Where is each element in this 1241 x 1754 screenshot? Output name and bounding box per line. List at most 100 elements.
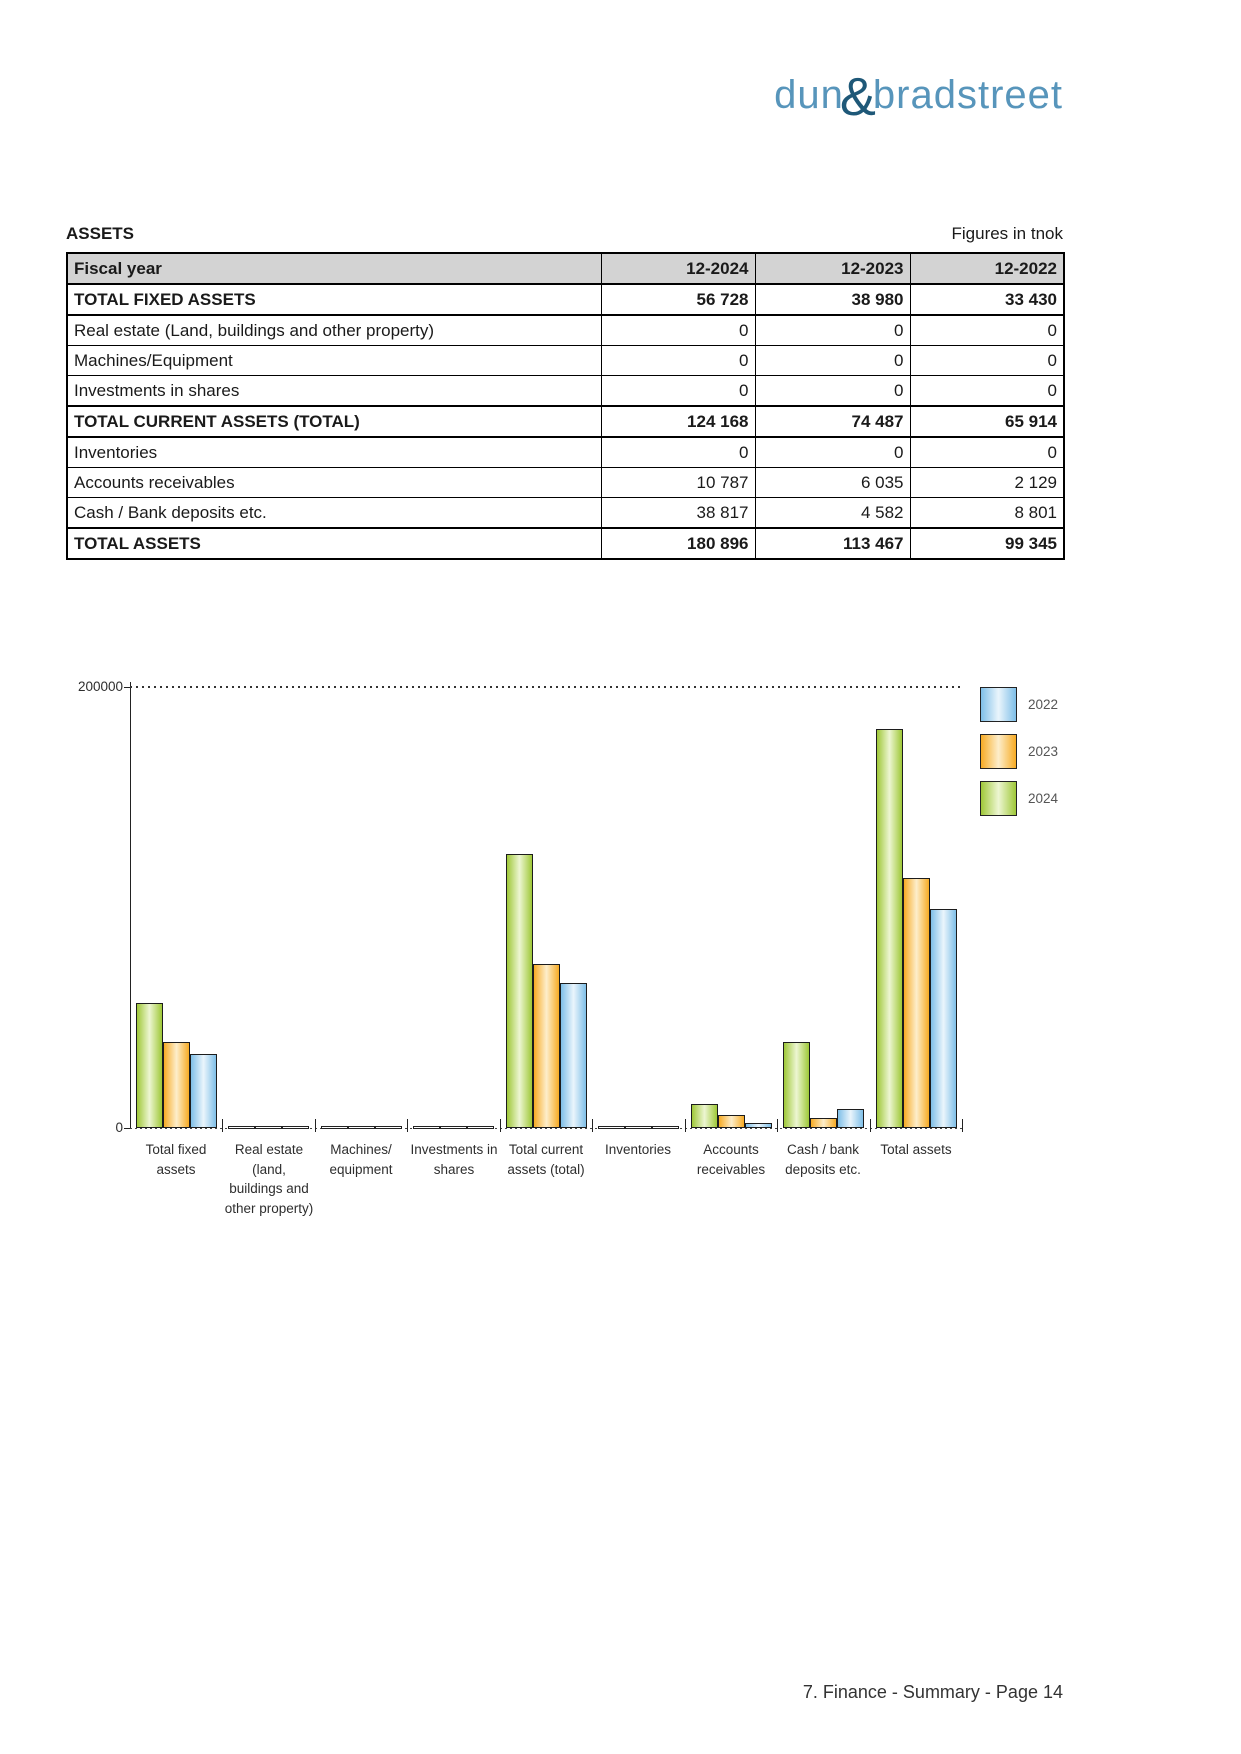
- x-category-label-line: deposits etc.: [785, 1161, 861, 1177]
- bar-2023: [810, 1118, 837, 1128]
- y-tick-label-max: 200000: [77, 679, 123, 694]
- column-header-year: 12-2023: [754, 252, 911, 285]
- row-value: 124 168: [600, 405, 756, 438]
- legend-label-2024: 2024: [1028, 791, 1059, 806]
- bar-2023: [533, 964, 560, 1128]
- table-row: Machines/Equipment 0 0 0: [66, 345, 1065, 376]
- x-category-label-line: Total current: [508, 1142, 584, 1157]
- x-category-label-line: Investments in: [410, 1142, 498, 1157]
- row-value: 4 582: [754, 497, 911, 529]
- row-label: Real estate (Land, buildings and other p…: [66, 314, 602, 346]
- assets-table: Fiscal year 12-2024 12-2023 12-2022 TOTAL FI…: [66, 252, 1065, 560]
- category-boundary-tick: [685, 1119, 686, 1132]
- bar-2024: [136, 1003, 163, 1128]
- category-boundary-tick: [777, 1119, 778, 1132]
- logo-word-dun: dun: [774, 73, 844, 117]
- unit-note: Figures in tnok: [951, 224, 1064, 243]
- x-category-label-line: Real estate: [234, 1142, 304, 1157]
- bar-zero-2022: [652, 1126, 679, 1129]
- dnb-logo: dun&bradstreet: [0, 66, 1063, 128]
- row-label: TOTAL FIXED ASSETS: [66, 283, 602, 316]
- row-value: 0: [909, 436, 1065, 468]
- bar-2023: [163, 1042, 190, 1128]
- row-value: 8 801: [909, 497, 1065, 529]
- table-row: Accounts receivables 10 787 6 035 2 129: [66, 467, 1065, 498]
- bar-2022: [930, 909, 957, 1128]
- x-category-label: Total assets: [864, 1140, 968, 1160]
- y-tick-label-zero: 0: [115, 1120, 123, 1135]
- row-value: 38 817: [600, 497, 756, 529]
- row-value: 99 345: [909, 527, 1065, 560]
- table-row: TOTAL FIXED ASSETS 56 728 38 980 33 430: [66, 283, 1065, 316]
- bar-zero-2023: [440, 1126, 467, 1129]
- x-axis-baseline: [130, 1128, 962, 1129]
- bar-2022: [837, 1109, 864, 1128]
- row-label: Investments in shares: [66, 375, 602, 407]
- bar-2022: [560, 983, 587, 1128]
- x-category-label-line: Machines/: [330, 1142, 392, 1157]
- x-category-label-line: receivables: [696, 1161, 766, 1177]
- legend-label-2023: 2023: [1028, 744, 1059, 759]
- bar-2022: [190, 1054, 217, 1128]
- section-title: ASSETS: [66, 224, 135, 243]
- bar-2024: [691, 1104, 718, 1128]
- table-row: TOTAL CURRENT ASSETS (TOTAL) 124 168 74 48…: [66, 405, 1065, 438]
- bar-zero-2024: [598, 1126, 625, 1129]
- x-category-label: Total current assets (total): [494, 1140, 598, 1179]
- table-row: Real estate (Land, buildings and other p…: [66, 314, 1065, 346]
- category-boundary-tick: [500, 1119, 501, 1132]
- bar-zero-2023: [255, 1126, 282, 1129]
- row-value: 56 728: [600, 283, 756, 316]
- page-footer: 7. Finance - Summary - Page 14: [802, 1682, 1063, 1702]
- bar-zero-2024: [321, 1126, 348, 1129]
- row-label: Cash / Bank deposits etc.: [66, 497, 602, 529]
- x-category-label-line: Inventories: [604, 1142, 672, 1157]
- row-label: Accounts receivables: [66, 467, 602, 498]
- y-axis-tick: [124, 687, 130, 688]
- row-value: 33 430: [909, 283, 1065, 316]
- table-header-row: Fiscal year 12-2024 12-2023 12-2022: [66, 252, 1065, 285]
- x-category-label-line: shares: [433, 1161, 475, 1177]
- row-value: 0: [600, 436, 756, 468]
- legend-swatch-2022: [980, 687, 1017, 722]
- y-axis-tick: [124, 1128, 130, 1129]
- row-value: 0: [600, 314, 756, 346]
- row-value: 180 896: [600, 527, 756, 560]
- row-value: 0: [909, 314, 1065, 346]
- row-value: 0: [600, 375, 756, 407]
- x-category-label-line: assets: [156, 1161, 196, 1177]
- logo-ampersand-icon: &: [839, 67, 877, 127]
- assets-table-body: Fiscal year 12-2024 12-2023 12-2022 TOTAL FI…: [66, 252, 1065, 560]
- table-row: Investments in shares 0 0 0: [66, 375, 1065, 407]
- x-category-label-line: assets (total): [507, 1161, 585, 1177]
- x-category-label-line: other property): [224, 1200, 314, 1216]
- category-boundary-tick: [315, 1119, 316, 1132]
- table-row: TOTAL ASSETS 180 896 113 467 99 345: [66, 527, 1065, 560]
- category-boundary-tick: [407, 1119, 408, 1132]
- column-header-year: 12-2024: [600, 252, 756, 285]
- bar-zero-2024: [228, 1126, 255, 1129]
- bar-2024: [876, 729, 903, 1128]
- category-boundary-tick: [592, 1119, 593, 1132]
- category-boundary-tick: [870, 1119, 871, 1132]
- bar-zero-2022: [375, 1126, 402, 1129]
- gridline-ymax: [130, 686, 962, 688]
- row-value: 0: [909, 375, 1065, 407]
- logo-word-bradstreet: bradstreet: [872, 73, 1063, 117]
- x-category-label-line: Cash / bank: [786, 1142, 860, 1157]
- bar-zero-2022: [282, 1126, 309, 1129]
- column-header-year: 12-2022: [909, 252, 1065, 285]
- row-value: 0: [754, 345, 911, 376]
- row-label: TOTAL ASSETS: [66, 527, 602, 560]
- bar-2023: [718, 1115, 745, 1128]
- row-label: TOTAL CURRENT ASSETS (TOTAL): [66, 405, 602, 438]
- x-category-label-line: Accounts: [703, 1142, 759, 1157]
- category-boundary-tick: [222, 1119, 223, 1132]
- category-boundary-tick: [962, 1119, 963, 1132]
- x-category-label-line: Total assets: [880, 1142, 952, 1157]
- bar-2022: [745, 1123, 772, 1128]
- bar-zero-2022: [467, 1126, 494, 1129]
- row-value: 0: [754, 314, 911, 346]
- bar-2024: [783, 1042, 810, 1128]
- y-axis-line: [130, 682, 131, 1129]
